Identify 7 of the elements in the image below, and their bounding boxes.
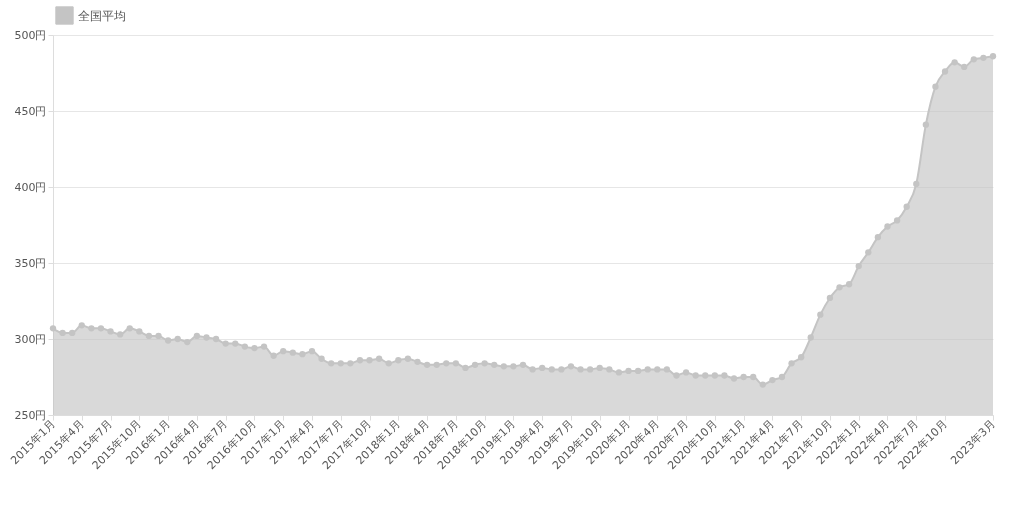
y-tick-label: 450円	[14, 104, 47, 118]
y-tick-label: 350円	[14, 256, 47, 270]
legend-label: 全国平均	[78, 8, 126, 23]
y-tick-label: 400円	[14, 180, 47, 194]
y-tick-label: 300円	[14, 332, 47, 346]
y-tick-label: 500円	[14, 28, 47, 42]
y-tick-label: 250円	[14, 408, 47, 422]
